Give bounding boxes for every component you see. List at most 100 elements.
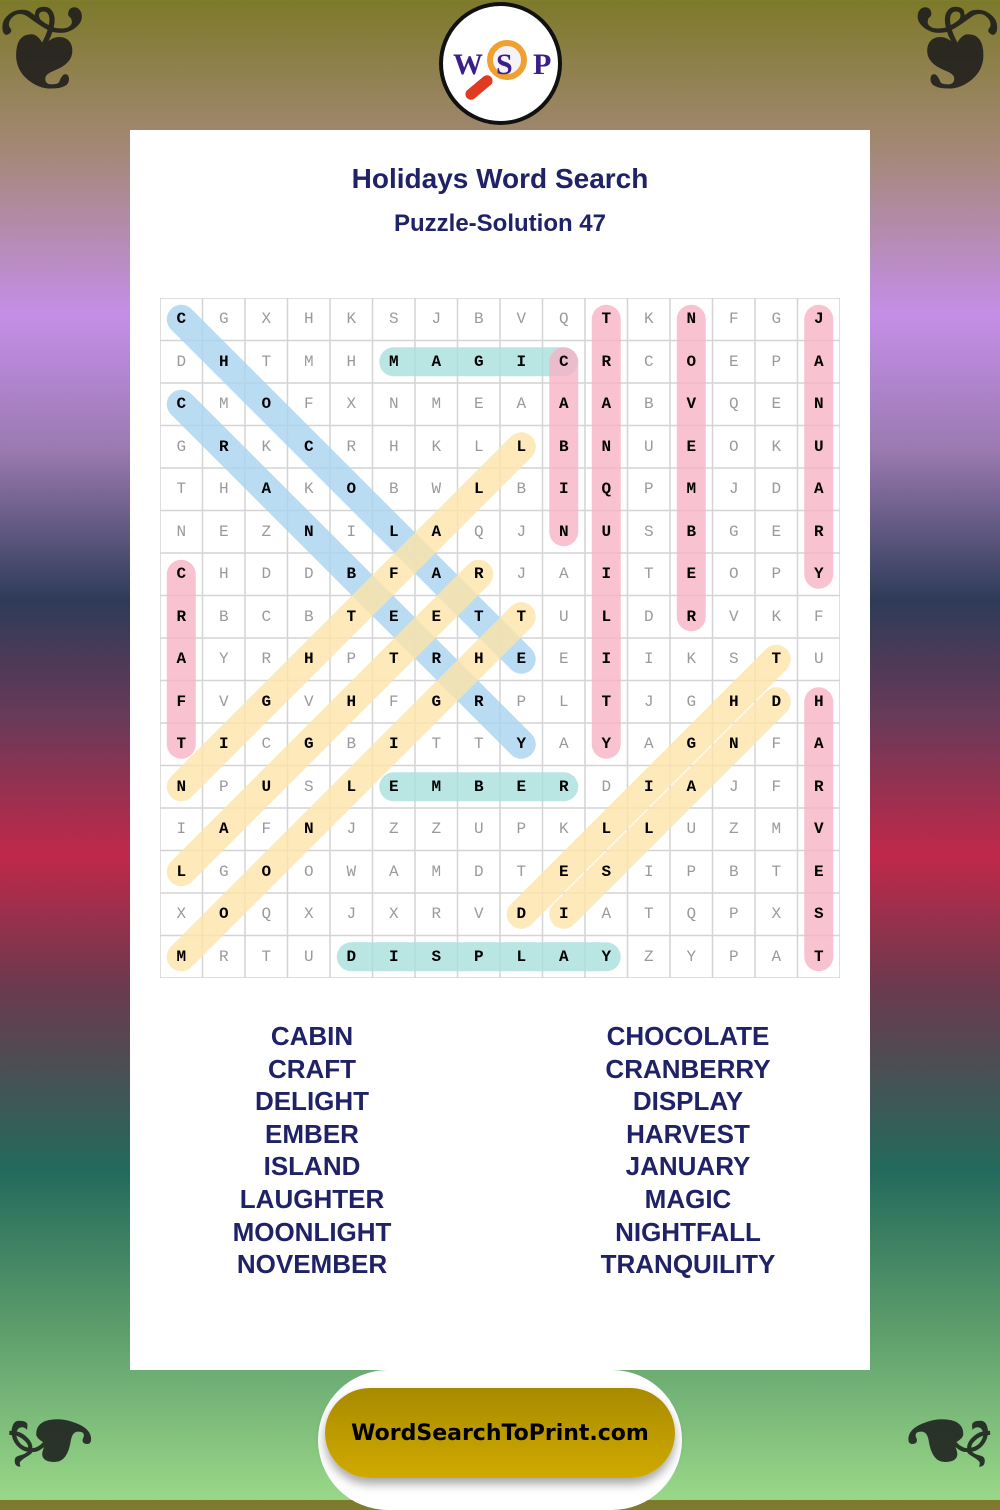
grid-cell[interactable]: H	[303, 650, 314, 669]
grid-cell[interactable]: I	[601, 650, 612, 669]
grid-cell[interactable]: E	[473, 395, 484, 414]
grid-cell[interactable]: Q	[686, 905, 697, 924]
grid-cell[interactable]: J	[516, 565, 527, 584]
grid-cell[interactable]: D	[261, 565, 272, 584]
grid-cell[interactable]: S	[643, 522, 654, 541]
grid-cell[interactable]: V	[516, 310, 527, 329]
grid-cell[interactable]: S	[431, 947, 442, 966]
grid-cell[interactable]: R	[431, 650, 442, 669]
grid-cell[interactable]: K	[771, 607, 782, 626]
grid-cell[interactable]: T	[261, 352, 272, 371]
grid-cell[interactable]: E	[388, 607, 399, 626]
grid-cell[interactable]: B	[473, 310, 484, 329]
grid-cell[interactable]: N	[813, 395, 824, 414]
grid-cell[interactable]: F	[771, 777, 782, 796]
grid-cell[interactable]: M	[176, 947, 187, 966]
grid-cell[interactable]: A	[601, 395, 612, 414]
grid-cell[interactable]: H	[388, 437, 399, 456]
grid-cell[interactable]: T	[516, 607, 527, 626]
grid-cell[interactable]: J	[728, 480, 739, 499]
grid-cell[interactable]: A	[813, 352, 824, 371]
grid-cell[interactable]: B	[303, 607, 314, 626]
grid-cell[interactable]: E	[813, 862, 824, 881]
grid-cell[interactable]: T	[643, 905, 654, 924]
grid-cell[interactable]: D	[771, 692, 782, 711]
grid-cell[interactable]: L	[473, 437, 484, 456]
grid-cell[interactable]: M	[388, 352, 399, 371]
grid-cell[interactable]: R	[601, 352, 612, 371]
grid-cell[interactable]: K	[261, 437, 272, 456]
grid-cell[interactable]: B	[218, 607, 229, 626]
grid-cell[interactable]: N	[728, 735, 739, 754]
grid-cell[interactable]: P	[771, 565, 782, 584]
grid-cell[interactable]: N	[558, 522, 569, 541]
grid-cell[interactable]: T	[601, 310, 612, 329]
grid-cell[interactable]: N	[176, 777, 187, 796]
grid-cell[interactable]: D	[601, 777, 612, 796]
grid-cell[interactable]: L	[473, 480, 484, 499]
grid-cell[interactable]: U	[813, 650, 824, 669]
grid-cell[interactable]: A	[558, 565, 569, 584]
grid-cell[interactable]: J	[431, 310, 442, 329]
grid-cell[interactable]: H	[218, 565, 229, 584]
grid-cell[interactable]: C	[176, 310, 187, 329]
grid-cell[interactable]: C	[303, 437, 314, 456]
grid-cell[interactable]: C	[261, 607, 272, 626]
grid-cell[interactable]: G	[218, 310, 229, 329]
grid-cell[interactable]: Q	[473, 522, 484, 541]
grid-cell[interactable]: K	[643, 310, 654, 329]
grid-cell[interactable]: G	[218, 862, 229, 881]
grid-cell[interactable]: X	[176, 905, 187, 924]
grid-cell[interactable]: A	[771, 947, 782, 966]
grid-cell[interactable]: G	[686, 735, 697, 754]
grid-cell[interactable]: T	[176, 735, 187, 754]
grid-cell[interactable]: J	[346, 905, 357, 924]
grid-cell[interactable]: T	[813, 947, 824, 966]
grid-cell[interactable]: U	[601, 522, 612, 541]
grid-cell[interactable]: A	[686, 777, 697, 796]
grid-cell[interactable]: Y	[516, 735, 527, 754]
grid-cell[interactable]: A	[431, 522, 442, 541]
grid-cell[interactable]: L	[558, 692, 569, 711]
grid-cell[interactable]: R	[218, 437, 229, 456]
grid-cell[interactable]: O	[346, 480, 357, 499]
grid-cell[interactable]: C	[176, 395, 187, 414]
grid-cell[interactable]: W	[431, 480, 442, 499]
grid-cell[interactable]: T	[473, 735, 484, 754]
grid-cell[interactable]: T	[516, 862, 527, 881]
grid-cell[interactable]: K	[558, 820, 569, 839]
grid-cell[interactable]: D	[303, 565, 314, 584]
grid-cell[interactable]: K	[303, 480, 314, 499]
grid-cell[interactable]: Y	[218, 650, 229, 669]
grid-cell[interactable]: A	[388, 862, 399, 881]
grid-cell[interactable]: B	[473, 777, 484, 796]
grid-cell[interactable]: R	[558, 777, 569, 796]
grid-cell[interactable]: O	[728, 565, 739, 584]
grid-cell[interactable]: A	[643, 735, 654, 754]
grid-cell[interactable]: D	[516, 905, 527, 924]
grid-cell[interactable]: E	[516, 777, 527, 796]
grid-cell[interactable]: I	[601, 565, 612, 584]
grid-cell[interactable]: E	[516, 650, 527, 669]
grid-cell[interactable]: X	[303, 905, 314, 924]
grid-cell[interactable]: Y	[601, 735, 612, 754]
grid-cell[interactable]: S	[303, 777, 314, 796]
grid-cell[interactable]: L	[601, 607, 612, 626]
grid-cell[interactable]: L	[176, 862, 187, 881]
grid-cell[interactable]: W	[346, 862, 357, 881]
grid-cell[interactable]: P	[346, 650, 357, 669]
grid-cell[interactable]: S	[728, 650, 739, 669]
grid-cell[interactable]: H	[813, 692, 824, 711]
grid-cell[interactable]: R	[473, 692, 484, 711]
grid-cell[interactable]: P	[516, 820, 527, 839]
grid-cell[interactable]: M	[686, 480, 697, 499]
grid-cell[interactable]: E	[686, 565, 697, 584]
grid-cell[interactable]: L	[346, 777, 357, 796]
grid-cell[interactable]: Y	[601, 947, 612, 966]
grid-cell[interactable]: N	[303, 522, 314, 541]
grid-cell[interactable]: E	[558, 862, 569, 881]
grid-cell[interactable]: P	[516, 692, 527, 711]
grid-cell[interactable]: B	[388, 480, 399, 499]
grid-cell[interactable]: T	[771, 862, 782, 881]
grid-cell[interactable]: Y	[686, 947, 697, 966]
